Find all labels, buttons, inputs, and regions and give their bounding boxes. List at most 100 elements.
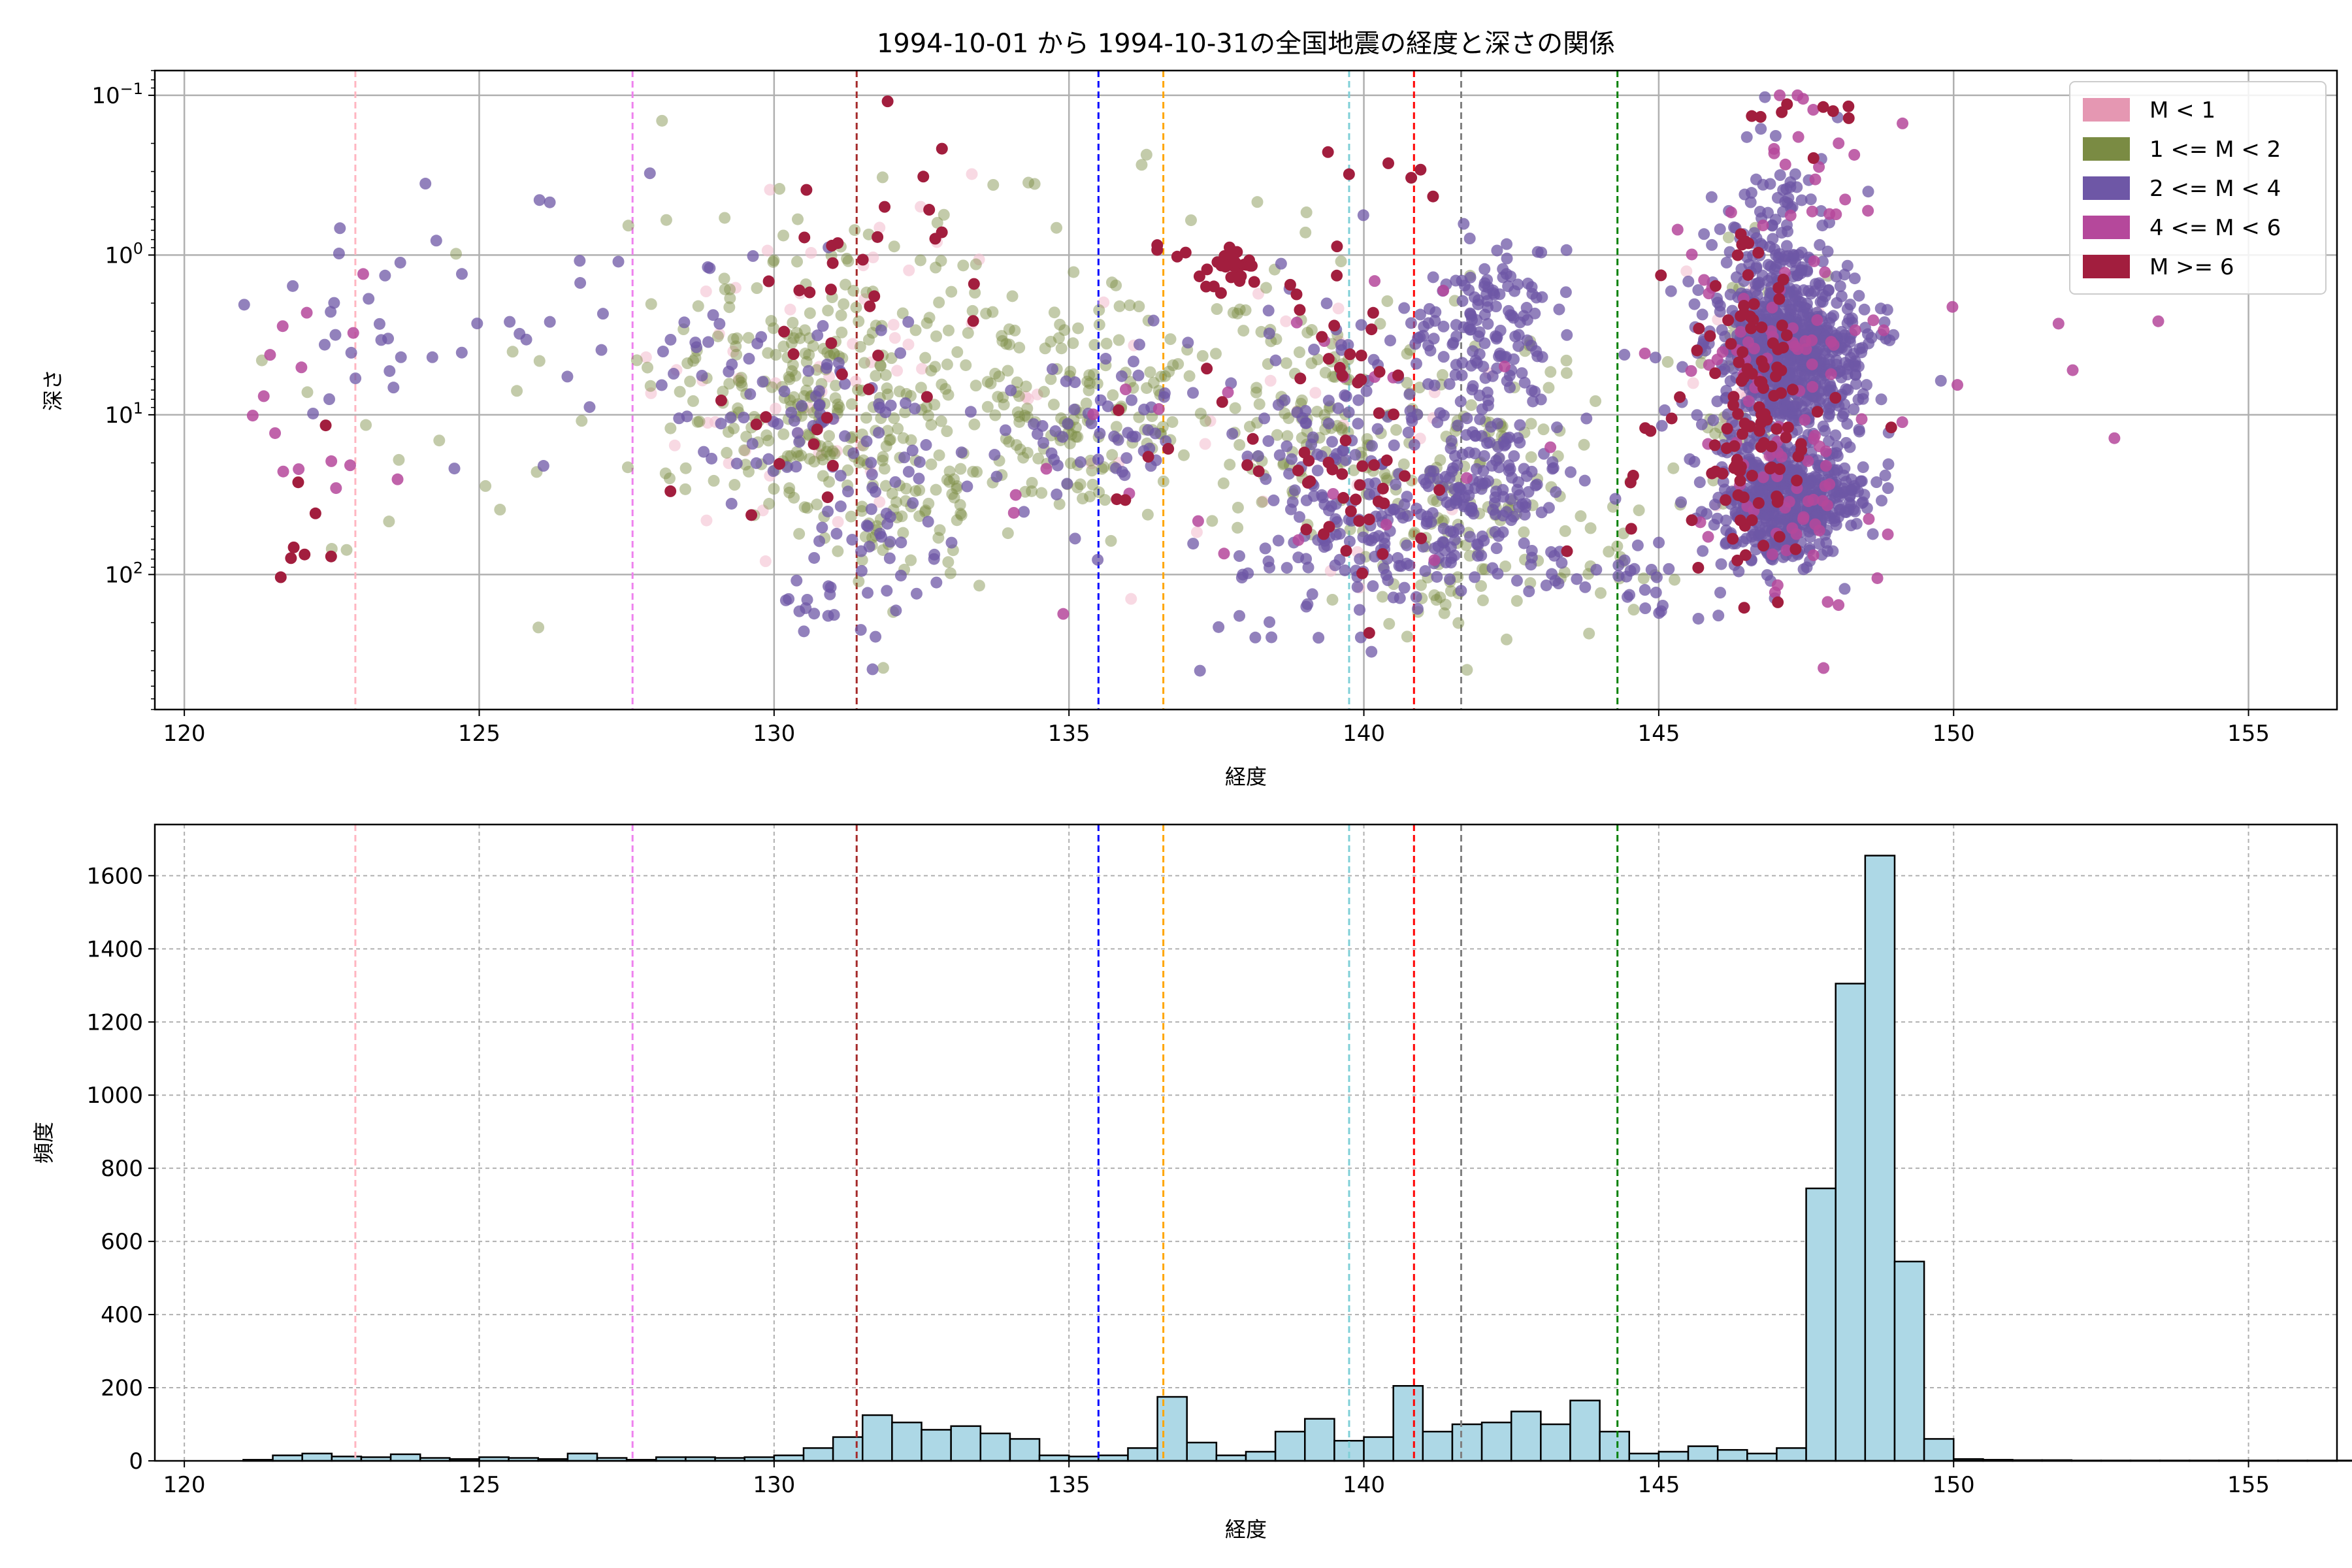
scatter-point	[1045, 335, 1057, 348]
scatter-point	[1799, 369, 1811, 382]
scatter-point	[1217, 477, 1230, 489]
scatter-point	[913, 510, 926, 523]
scatter-point	[2052, 318, 2065, 330]
scatter-point	[1715, 558, 1727, 570]
scatter-point	[1429, 315, 1441, 327]
histogram-plot-frame	[154, 823, 2338, 1462]
scatter-point	[1028, 418, 1040, 431]
scatter-point	[800, 184, 813, 196]
scatter-point	[1820, 445, 1832, 457]
scatter-point	[804, 286, 816, 299]
scatter-point	[831, 403, 843, 416]
scatter-point	[1740, 532, 1752, 545]
scatter-point	[1415, 532, 1428, 545]
legend-swatch	[2083, 255, 2130, 278]
scatter-point	[886, 487, 898, 500]
scatter-point	[1663, 563, 1675, 575]
legend-swatch	[2083, 137, 2130, 161]
scatter-point	[1805, 193, 1817, 206]
scatter-point	[345, 346, 357, 359]
scatter-point	[1267, 494, 1280, 506]
scatter-point	[1771, 579, 1784, 591]
scatter-point	[813, 535, 826, 547]
scatter-point	[1848, 148, 1861, 161]
scatter-point	[922, 515, 934, 528]
legend-label: 1 <= M < 2	[2149, 137, 2281, 163]
scatter-point	[1263, 327, 1275, 340]
histogram-bar	[1835, 983, 1867, 1462]
histogram-bar	[1451, 1423, 1483, 1462]
scatter-point	[1686, 248, 1698, 261]
scatter-point	[1371, 423, 1384, 435]
scatter-point	[1870, 476, 1883, 489]
scatter-point	[1855, 413, 1868, 425]
scatter-point	[1735, 310, 1747, 322]
scatter-point	[850, 301, 862, 314]
scatter-point	[1511, 595, 1523, 607]
scatter-point	[1190, 526, 1203, 538]
scatter-point	[1048, 453, 1060, 466]
scatter-point	[945, 286, 958, 298]
scatter-point	[890, 496, 902, 508]
scatter-point	[921, 401, 933, 414]
scatter-point	[1200, 280, 1213, 293]
scatter-point	[730, 348, 743, 361]
scatter-point	[433, 434, 446, 447]
scatter-point	[1298, 446, 1311, 459]
scatter-point	[968, 418, 981, 431]
scatter-point	[1540, 579, 1552, 591]
scatter-point	[894, 347, 907, 359]
scatter-point	[1039, 342, 1051, 355]
scatter-point	[1791, 89, 1804, 101]
histogram-y-axis-label: 頻度	[31, 1122, 56, 1164]
scatter-point	[1326, 593, 1339, 606]
scatter-point	[980, 307, 992, 319]
scatter-point	[1244, 259, 1256, 272]
scatter-x-tick-label: 130	[753, 721, 795, 747]
scatter-point	[777, 340, 790, 353]
scatter-point	[881, 388, 894, 400]
scatter-point	[537, 460, 549, 472]
scatter-point	[1703, 359, 1715, 371]
scatter-point	[1434, 454, 1446, 466]
scatter-point	[1300, 494, 1313, 506]
scatter-point	[1432, 540, 1445, 553]
histogram-x-ticks: 120 125 130 135 140 145 150 155	[163, 1461, 2270, 1498]
scatter-reference-lines	[354, 71, 1619, 710]
scatter-point	[1714, 587, 1727, 599]
scatter-point	[846, 534, 858, 546]
scatter-point	[1469, 430, 1482, 442]
scatter-point	[325, 550, 337, 563]
scatter-point	[740, 459, 752, 471]
scatter-point	[333, 248, 345, 260]
scatter-point	[839, 378, 851, 390]
scatter-point	[1216, 396, 1228, 408]
scatter-point	[826, 459, 839, 472]
scatter-point	[1740, 131, 1753, 143]
scatter-point	[1233, 550, 1245, 563]
scatter-point	[1213, 621, 1225, 633]
scatter-point	[1490, 542, 1503, 555]
scatter-point	[1472, 294, 1484, 306]
scatter-point	[1784, 209, 1797, 221]
scatter-point	[913, 472, 925, 485]
scatter-point	[763, 498, 776, 510]
scatter-point	[1022, 393, 1034, 405]
scatter-point	[293, 463, 305, 476]
histogram-bar	[802, 1447, 834, 1462]
scatter-point	[1795, 194, 1808, 206]
scatter-point	[800, 384, 813, 397]
scatter-point	[1379, 468, 1391, 480]
scatter-point	[395, 351, 407, 363]
scatter-point	[778, 325, 791, 338]
scatter-point	[1709, 280, 1722, 292]
scatter-point	[702, 261, 714, 273]
scatter-point	[981, 400, 994, 413]
scatter-point	[1773, 248, 1786, 260]
scatter-point	[1164, 333, 1177, 346]
scatter-point	[860, 435, 873, 448]
scatter-point	[1558, 566, 1571, 578]
scatter-point	[1243, 421, 1256, 433]
scatter-point	[698, 446, 710, 458]
scatter-point	[1808, 255, 1820, 267]
